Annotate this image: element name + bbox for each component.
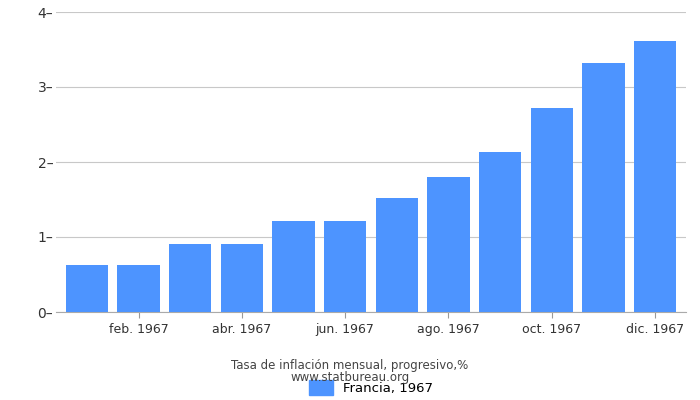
Bar: [427, 177, 470, 312]
Bar: [479, 152, 522, 312]
Bar: [634, 40, 676, 312]
Bar: [582, 63, 624, 312]
Bar: [531, 108, 573, 312]
Bar: [272, 220, 315, 312]
Bar: [169, 244, 211, 312]
Text: Tasa de inflación mensual, progresivo,%: Tasa de inflación mensual, progresivo,%: [232, 360, 468, 372]
Bar: [66, 265, 108, 312]
Text: www.statbureau.org: www.statbureau.org: [290, 372, 410, 384]
Bar: [220, 244, 263, 312]
Bar: [324, 220, 366, 312]
Bar: [376, 198, 418, 312]
Bar: [118, 265, 160, 312]
Legend: Francia, 1967: Francia, 1967: [309, 380, 433, 396]
